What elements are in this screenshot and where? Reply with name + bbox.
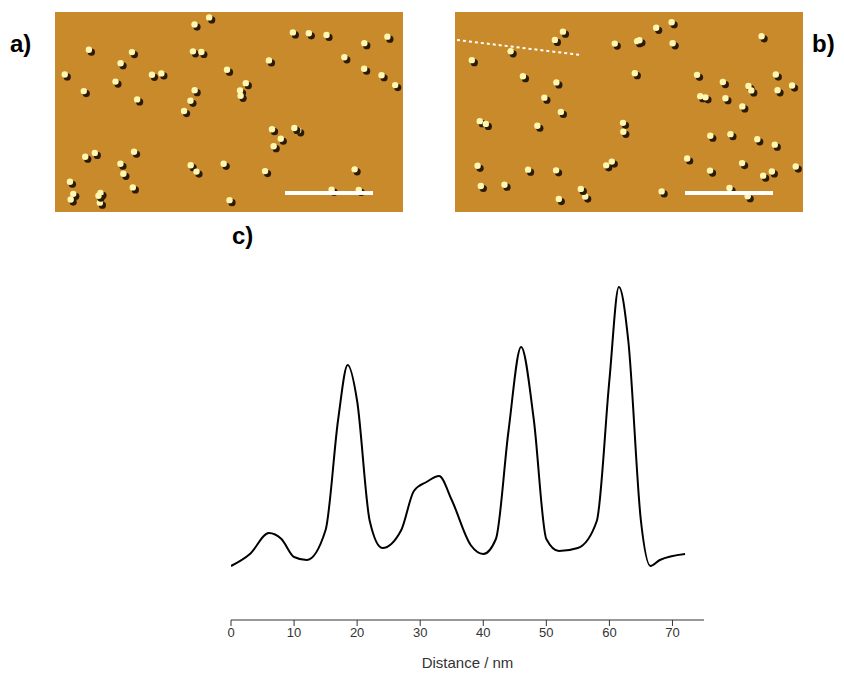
svg-text:70: 70 [665, 625, 679, 640]
svg-text:40: 40 [476, 625, 490, 640]
html-text:c): c) [232, 222, 254, 249]
svg-text:Distance / nm: Distance / nm [422, 654, 514, 670]
svg-text:30: 30 [413, 625, 427, 640]
svg-text:20: 20 [350, 625, 364, 640]
svg-text:60: 60 [602, 625, 616, 640]
svg-text:0: 0 [227, 625, 234, 640]
svg-text:50: 50 [539, 625, 553, 640]
svg-text:10: 10 [287, 625, 301, 640]
html-text:b): b) [812, 30, 835, 57]
html-text:a): a) [10, 30, 32, 57]
